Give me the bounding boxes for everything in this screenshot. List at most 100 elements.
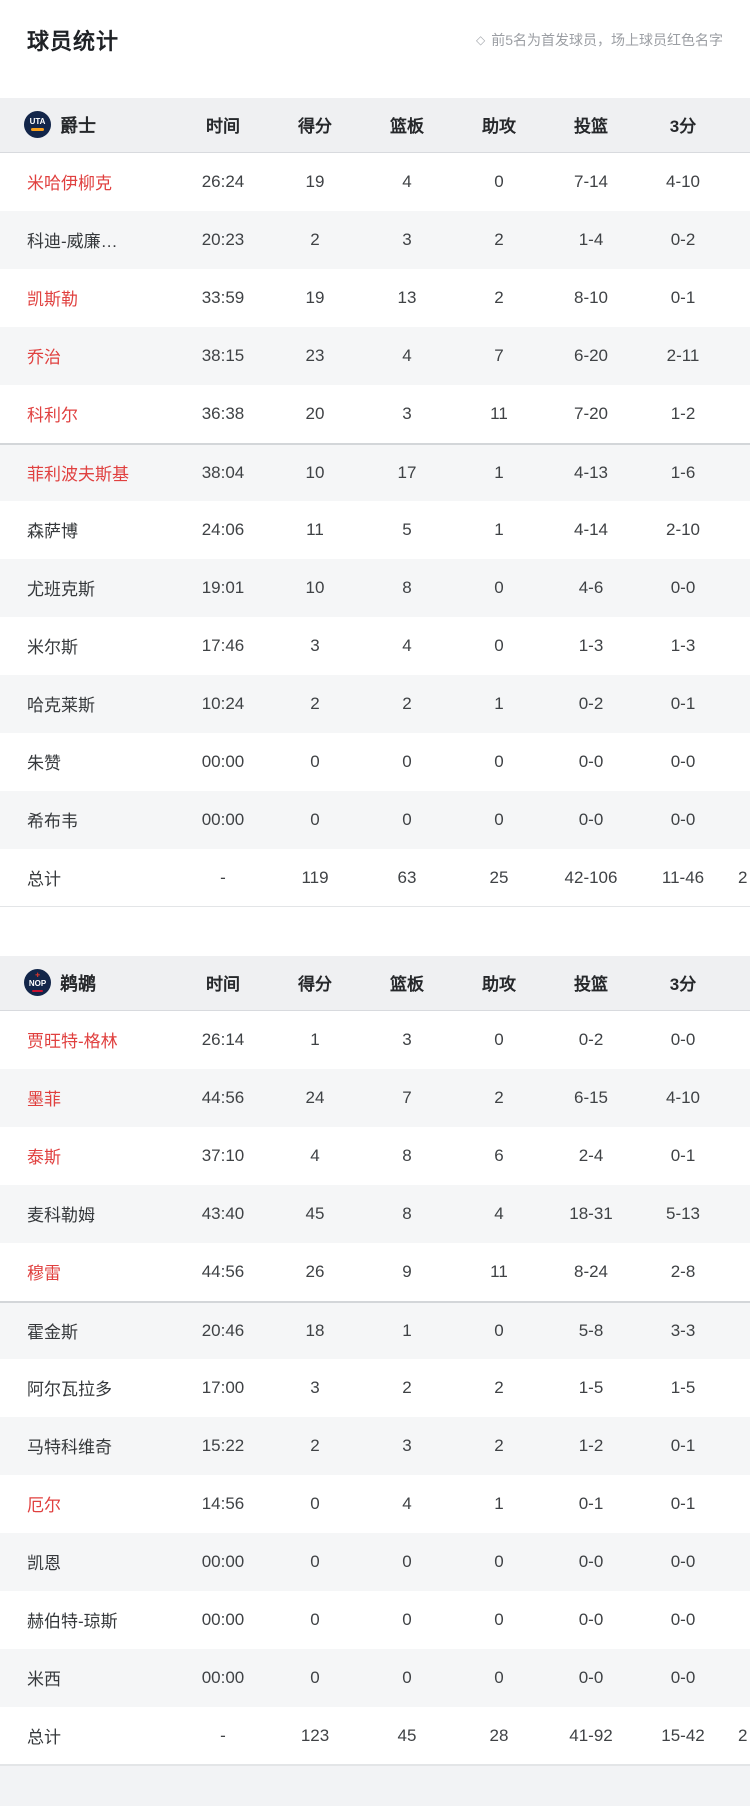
fg-cell: 6-20	[573, 345, 609, 365]
assists-cell: 1	[494, 462, 504, 482]
assists-cell: 0	[494, 171, 504, 191]
clipped-next-column-cell: 2	[738, 867, 748, 887]
time-cell: 38:04	[201, 462, 245, 482]
player-row: 贾旺特-格林 26:14 1 3 0 0-2 0-0	[0, 1010, 750, 1069]
time-cell: 33:59	[201, 287, 245, 307]
player-row: 墨菲 44:56 24 7 2 6-15 4-10	[0, 1068, 750, 1127]
assists-cell: 2	[494, 1435, 504, 1455]
time-cell: 24:06	[201, 519, 245, 539]
three-point-cell: 2-8	[670, 1261, 696, 1281]
assists-cell: 11	[490, 403, 508, 423]
fg-cell: 0-0	[578, 809, 604, 829]
player-row: 麦科勒姆 43:40 45 8 4 18-31 5-13	[0, 1184, 750, 1243]
time-cell: 36:38	[201, 403, 245, 423]
time-cell: 17:46	[201, 635, 245, 655]
assists-cell: 25	[489, 867, 509, 887]
time-cell: 15:22	[201, 1435, 245, 1455]
points-cell: 20	[305, 403, 325, 423]
assists-cell: 2	[494, 287, 504, 307]
time-cell: 37:10	[201, 1145, 245, 1165]
three-point-cell: 4-10	[665, 1087, 701, 1107]
points-cell: 0	[310, 1551, 320, 1571]
jazz-stats-table-scroll-area[interactable]: UTA 爵士 时间 得分 篮板 助攻 投篮 3分 米哈伊柳克 26:24 19 4 0 7…	[0, 97, 750, 907]
points-cell: 0	[310, 1609, 320, 1629]
assists-cell: 1	[494, 693, 504, 713]
player-row: 森萨博 24:06 11 5 1 4-14 2-10	[0, 500, 750, 559]
player-row: 科迪-威廉… 20:23 2 3 2 1-4 0-2	[0, 210, 750, 269]
fg-cell: 7-20	[573, 403, 609, 423]
points-cell: 0	[310, 809, 320, 829]
three-point-cell: 0-0	[670, 1609, 696, 1629]
points-cell: 19	[305, 287, 325, 307]
fg-cell: 0-2	[578, 1029, 604, 1049]
three-point-cell: 0-0	[670, 809, 696, 829]
player-row: 米尔斯 17:46 3 4 0 1-3 1-3	[0, 616, 750, 675]
fg-cell: 4-14	[573, 519, 609, 539]
pelicans-stats-table-scroll-area[interactable]: NOP 鹈鹕 时间 得分 篮板 助攻 投篮 3分 贾旺特-格林26:141300…	[0, 955, 750, 1766]
time-cell: 26:24	[201, 171, 245, 191]
assists-cell: 4	[494, 1203, 504, 1223]
time-cell: 14:56	[201, 1493, 245, 1513]
jazz-team-header: UTA 爵士	[0, 111, 177, 139]
time-cell: -	[220, 1725, 226, 1745]
assists-cell: 7	[494, 345, 504, 365]
fg-cell: 1-4	[578, 229, 604, 249]
fg-cell: 2-4	[578, 1145, 604, 1165]
totals-row: 总计 - 119 63 25 42-106 11-46 2	[0, 848, 750, 906]
points-cell: 2	[310, 229, 320, 249]
three-point-cell: 1-5	[670, 1377, 696, 1397]
pelicans-logo-text: NOP	[28, 979, 47, 989]
assists-cell: 0	[494, 1029, 504, 1049]
time-cell: 44:56	[201, 1087, 245, 1107]
three-point-cell: 1-2	[670, 403, 696, 423]
points-cell: 10	[305, 577, 325, 597]
player-row: 米西 00:00 0 0 0 0-0 0-0	[0, 1648, 750, 1707]
rebounds-cell: 7	[402, 1087, 412, 1107]
three-point-cell: 0-1	[670, 1435, 696, 1455]
three-point-cell: 0-0	[670, 751, 696, 771]
rebounds-cell: 2	[402, 1377, 412, 1397]
three-point-cell: 11-46	[661, 867, 705, 887]
player-name-cell: 马特科维奇	[27, 1438, 112, 1458]
column-header-assists: 助攻	[482, 117, 516, 137]
fg-cell: 0-1	[578, 1493, 604, 1513]
fg-cell: 5-8	[578, 1320, 604, 1340]
pelicans-team-logo-icon: NOP	[24, 969, 51, 997]
rebounds-cell: 8	[402, 1203, 412, 1223]
clipped-next-column-cell: 2	[738, 1725, 748, 1745]
three-point-cell: 0-0	[670, 1667, 696, 1687]
column-header-time: 时间	[206, 117, 240, 137]
fg-cell: 8-10	[573, 287, 609, 307]
player-name-cell: 科利尔	[27, 406, 78, 426]
rebounds-cell: 45	[397, 1725, 417, 1745]
player-name-cell: 赫伯特-琼斯	[27, 1612, 118, 1632]
assists-cell: 1	[494, 1493, 504, 1513]
points-cell: 0	[310, 751, 320, 771]
totals-label-cell: 总计	[27, 870, 61, 890]
player-row: 穆雷 44:56 26 9 11 8-24 2-8	[0, 1242, 750, 1301]
points-cell: 24	[305, 1087, 325, 1107]
column-header-fg: 投篮	[574, 975, 608, 995]
pelicans-team-header: NOP 鹈鹕	[0, 969, 177, 997]
points-cell: 18	[305, 1320, 325, 1340]
time-cell: 26:14	[201, 1029, 245, 1049]
three-point-cell: 0-1	[670, 287, 696, 307]
three-point-cell: 0-0	[670, 1029, 696, 1049]
rebounds-cell: 0	[402, 1551, 412, 1571]
assists-cell: 0	[494, 577, 504, 597]
assists-cell: 1	[494, 519, 504, 539]
points-cell: 119	[301, 867, 329, 887]
fg-cell: 4-13	[573, 462, 609, 482]
rebounds-cell: 17	[397, 462, 417, 482]
assists-cell: 0	[494, 1320, 504, 1340]
fg-cell: 41-92	[569, 1725, 613, 1745]
player-name-cell: 希布韦	[27, 812, 78, 832]
column-header-points: 得分	[298, 975, 332, 995]
assists-cell: 28	[489, 1725, 509, 1745]
rebounds-cell: 4	[402, 345, 412, 365]
next-section-strip	[0, 1765, 750, 1806]
fg-cell: 0-0	[578, 751, 604, 771]
player-name-cell: 凯恩	[27, 1554, 61, 1574]
player-row: 泰斯 37:10 4 8 6 2-4 0-1	[0, 1126, 750, 1185]
